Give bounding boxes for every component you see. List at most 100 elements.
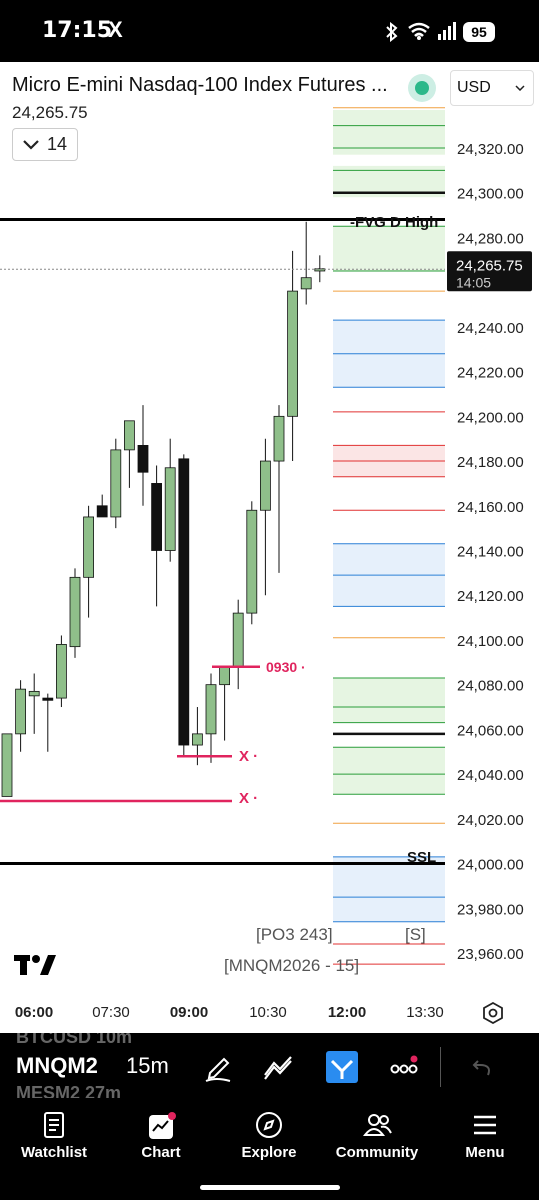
pencil-icon[interactable] [202,1051,234,1083]
bullish-candle[interactable] [56,644,67,699]
time-axis-label: 10:30 [249,1004,287,1021]
bullish-candle[interactable] [69,576,81,648]
nav-explore-label: Explore [241,1144,297,1161]
compass-icon [256,1112,282,1138]
bluetooth-icon [386,22,398,42]
swing-low-x-label: X · [239,790,258,807]
price-scale-label: 24,040.00 [457,767,524,784]
toolbar-divider [440,1047,441,1087]
bullish-candle[interactable] [232,612,244,668]
cursor-icon[interactable] [326,1051,358,1083]
nav-community[interactable]: Community [327,1101,427,1181]
previous-symbol[interactable]: BTCUSD 10m [16,1027,133,1047]
bullish-candle[interactable] [300,277,312,290]
nav-explore[interactable]: Explore [219,1101,319,1181]
interval-toggle-button[interactable]: 14 [12,128,78,161]
bullish-candle[interactable] [259,460,271,511]
time-axis-label: 13:30 [406,1004,444,1021]
current-price-value: 24,265.75 [456,257,523,274]
price-scale-label: 24,060.00 [457,722,524,739]
x-app-icon: X [108,17,123,42]
more-icon[interactable] [388,1051,420,1083]
wifi-icon [408,22,430,40]
bullish-candle[interactable] [314,268,326,272]
signal-icon [438,22,456,40]
price-scale-label: 24,080.00 [457,678,524,695]
community-icon [363,1114,392,1136]
price-scale-label: 24,100.00 [457,633,524,650]
bullish-candle[interactable] [205,684,217,735]
price-scale-label: 24,220.00 [457,365,524,382]
open-0930-label: 0930 · [266,659,306,675]
bullish-candle[interactable] [246,509,258,614]
liquidity-zone [333,543,445,576]
time-axis-label: 09:00 [170,1004,208,1021]
swing-low-x-label: X · [239,748,258,765]
nav-menu-label: Menu [465,1144,505,1161]
interval-button[interactable]: 15m [126,1053,169,1078]
liquidity-zone [333,320,445,354]
price-scale-label: 24,020.00 [457,812,524,829]
symbol-button[interactable]: MNQM2 [16,1053,98,1078]
symbol-title[interactable]: Micro E-mini Nasdaq-100 Index Futures ..… [12,74,388,96]
watchlist-icon [44,1112,64,1138]
currency-value: USD [457,79,491,96]
chart-settings-icon[interactable] [482,1002,504,1024]
tradingview-logo[interactable] [14,952,56,984]
liquidity-zone [333,677,445,708]
price-scale-label: 24,140.00 [457,544,524,561]
price-scale-label: 24,120.00 [457,588,524,605]
nav-community-label: Community [335,1144,419,1161]
price-scale-label: 24,280.00 [457,230,524,247]
chart-toolbar: BTCUSD 10m MNQM2 15m MESM2 27m [0,1033,539,1101]
bullish-candle[interactable] [124,420,135,451]
status-bar: 17:15 X 95 [0,0,539,62]
bullish-candle[interactable] [191,733,203,746]
price-scale-label: 24,320.00 [457,141,524,158]
bearish-candle[interactable] [178,458,190,746]
nav-chart-label: Chart [141,1144,181,1161]
bottom-navigation: Watchlist Chart Explore Community Menu [0,1101,539,1200]
last-price: 24,265.75 [12,103,88,122]
liquidity-zone [333,226,445,271]
bullish-candle[interactable] [28,690,40,697]
liquidity-zone [333,461,445,477]
nav-watchlist-label: Watchlist [20,1144,88,1161]
ssl-label: SSL [407,849,436,866]
liquidity-zone [333,747,445,775]
trend-line-icon[interactable] [262,1051,294,1083]
bullish-candle[interactable] [83,516,94,578]
next-symbol[interactable]: MESM2 27m [16,1083,122,1103]
bullish-candle[interactable] [287,290,299,417]
market-status-icon[interactable] [408,74,436,102]
nav-chart[interactable]: Chart [111,1101,211,1181]
bearish-candle[interactable] [137,445,149,473]
nav-watchlist[interactable]: Watchlist [4,1101,104,1181]
price-scale-label: 23,980.00 [457,901,524,918]
currency-select[interactable]: USD [450,70,534,106]
undo-icon[interactable] [466,1051,498,1083]
bearish-candle[interactable] [42,697,54,701]
liquidity-zone [333,897,445,922]
symbol-interval-label: [MNQM2026 - 15] [224,956,360,975]
bullish-candle[interactable] [273,415,285,462]
bar-countdown: 14:05 [456,274,491,290]
interval-count: 14 [46,134,68,154]
bullish-candle[interactable] [219,666,231,686]
bullish-candle[interactable] [110,449,122,518]
bullish-candle[interactable] [1,733,13,797]
liquidity-zone [333,575,445,607]
nav-menu[interactable]: Menu [435,1101,535,1181]
price-chart[interactable]: -FVG D High SSL 0930 · X · X · 24,320.00 24,30… [0,62,539,1033]
bullish-candle[interactable] [164,467,176,551]
bearish-candle[interactable] [96,505,108,518]
po3-label: [PO3 243] [256,925,333,944]
battery-indicator: 95 [463,22,495,42]
bearish-candle[interactable] [151,483,163,551]
bullish-candle[interactable] [15,688,27,735]
chart-icon [149,1112,176,1139]
price-scale-label: 24,180.00 [457,454,524,471]
price-scale-label: 24,300.00 [457,186,524,203]
time-axis-label: 07:30 [92,1004,130,1021]
home-indicator[interactable] [200,1185,340,1190]
